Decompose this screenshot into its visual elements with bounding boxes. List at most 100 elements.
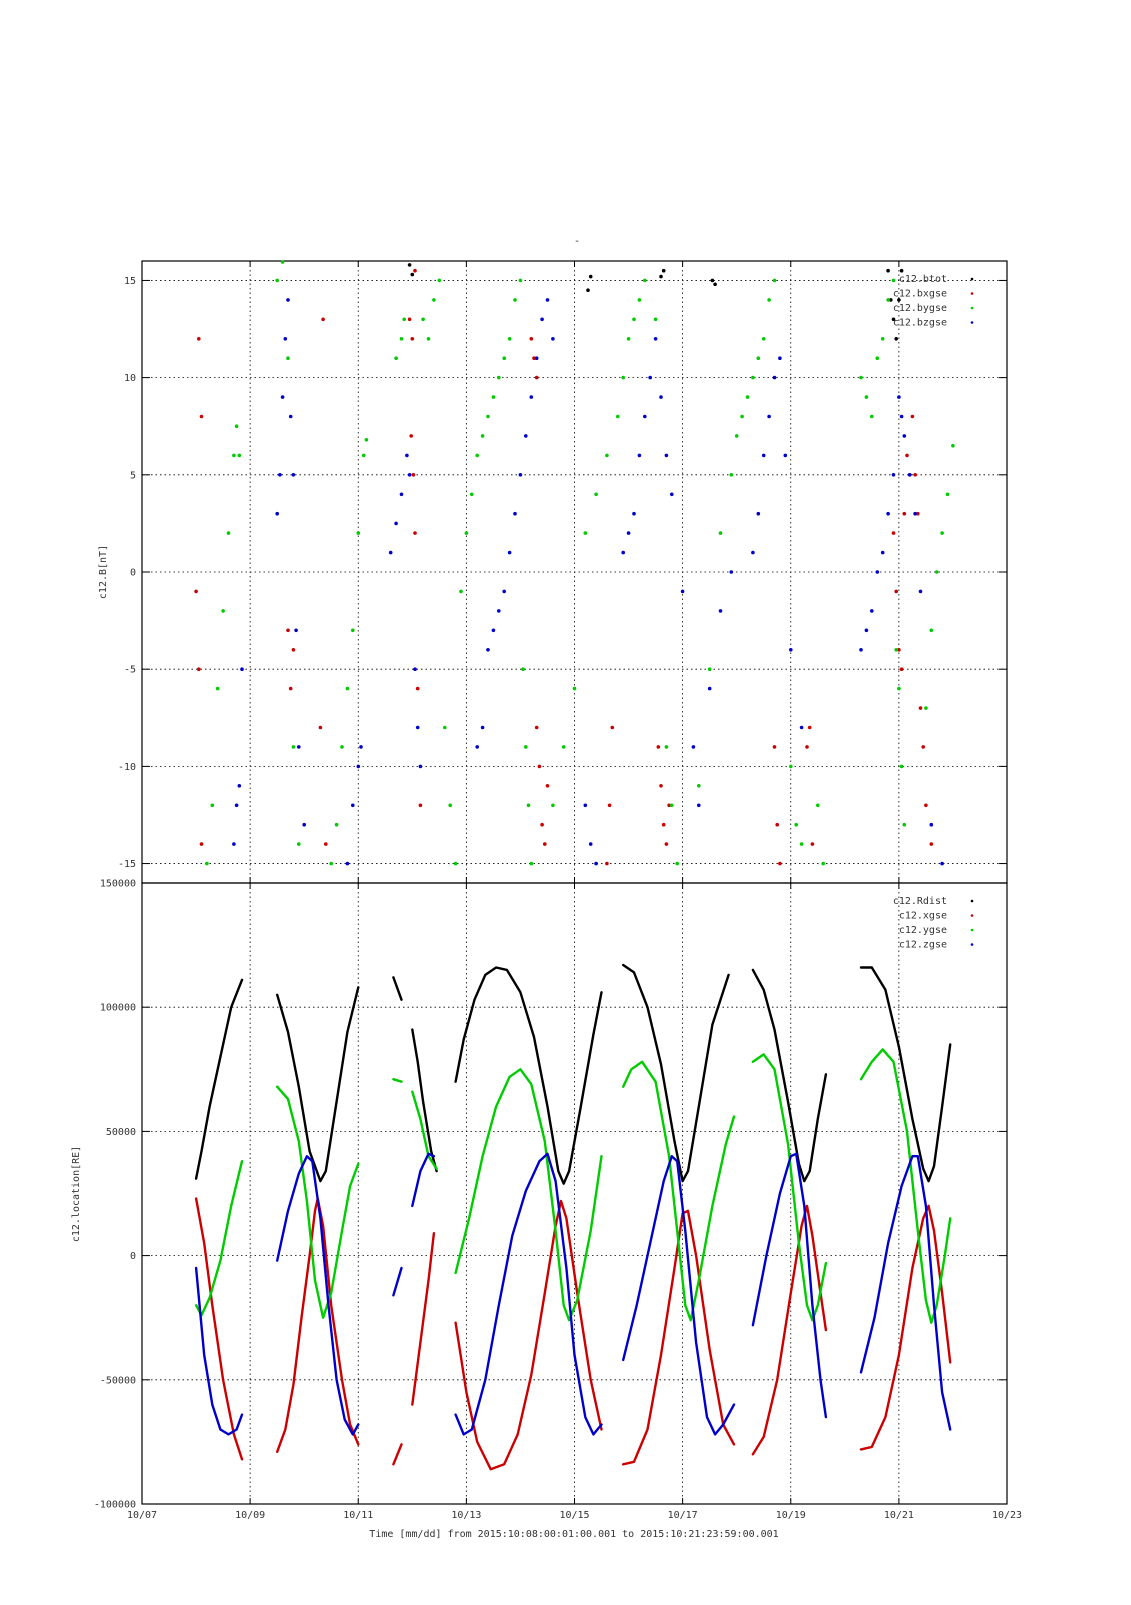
data-point [286, 356, 290, 361]
data-point [364, 438, 369, 442]
data-point [880, 550, 885, 555]
series-line-segment [622, 1155, 736, 1436]
data-point [864, 395, 869, 399]
data-point [756, 356, 761, 361]
data-point [470, 492, 474, 497]
data-point [545, 784, 550, 788]
data-point [670, 803, 674, 808]
data-point [407, 317, 412, 322]
data-point [924, 803, 928, 808]
data-point [234, 803, 239, 808]
data-point [594, 492, 598, 497]
data-point [789, 648, 793, 652]
data-point [210, 803, 215, 808]
data-point [607, 803, 612, 808]
data-point [891, 317, 896, 322]
data-point [334, 822, 339, 827]
data-point [291, 648, 296, 652]
data-point [194, 589, 198, 594]
data-point [697, 803, 701, 808]
data-point [524, 745, 528, 749]
data-point [278, 473, 282, 477]
data-point [691, 745, 696, 749]
data-point [234, 424, 239, 429]
data-point [321, 317, 325, 322]
data-point [394, 521, 398, 526]
data-point [707, 667, 712, 671]
data-point [859, 375, 863, 380]
data-point [540, 317, 544, 322]
data-point [491, 628, 496, 633]
data-point [886, 511, 890, 516]
data-point [497, 375, 501, 380]
y-tick-label: 5 [130, 470, 136, 481]
data-point [534, 375, 539, 380]
data-point [894, 648, 898, 652]
data-point [480, 434, 485, 438]
series-line-segment [454, 1152, 603, 1436]
data-point [388, 550, 393, 555]
x-tick-label: 10/19 [776, 1510, 806, 1521]
panel-1-y-axis: 15 10 5 0 -5 -10 -15 [118, 276, 1007, 870]
data-point [775, 822, 779, 827]
y-tick-label: -100000 [94, 1500, 136, 1511]
data-point [407, 473, 412, 477]
data-point [632, 511, 636, 516]
data-point [718, 609, 723, 613]
data-point [411, 473, 416, 477]
data-point [659, 274, 663, 279]
data-point [413, 667, 417, 671]
data-point [507, 337, 512, 341]
data-point [413, 531, 417, 535]
data-point [351, 628, 355, 633]
series-line-segment [276, 1197, 360, 1453]
data-point [870, 414, 874, 419]
series-line-segment [454, 1068, 603, 1322]
data-point [443, 725, 447, 730]
data-point [421, 317, 425, 322]
data-point [951, 443, 955, 448]
data-point [756, 511, 761, 516]
series-line-segment [392, 1443, 403, 1466]
data-point [415, 686, 420, 691]
data-point [275, 511, 280, 516]
series-line-segment [454, 1199, 603, 1471]
x-tick-label: 10/09 [235, 1510, 265, 1521]
series-line-segment [859, 966, 952, 1183]
panel-1-y-axis-label: c12.B[nT] [98, 545, 109, 599]
data-point [697, 784, 701, 788]
data-point [432, 298, 436, 302]
data-point [940, 861, 944, 866]
data-point [486, 414, 490, 419]
data-point [897, 686, 901, 691]
data-point [799, 842, 804, 846]
data-point [718, 531, 723, 535]
legend-marker [970, 292, 974, 295]
page-title-mark: - [574, 236, 580, 247]
data-point [899, 667, 904, 671]
data-point [405, 453, 409, 458]
series-line-segment [411, 1232, 436, 1406]
y-tick-label: 50000 [106, 1127, 136, 1138]
data-point [713, 282, 717, 287]
y-tick-label: -50000 [100, 1375, 136, 1386]
data-point [537, 764, 542, 769]
data-point [664, 453, 669, 458]
data-point [680, 589, 685, 594]
data-point [561, 745, 566, 749]
data-point [513, 298, 517, 302]
data-point [659, 395, 663, 399]
data-point [518, 473, 523, 477]
data-point [653, 317, 658, 322]
legend-marker [970, 321, 974, 324]
legend-marker [970, 277, 974, 281]
data-point [899, 268, 904, 273]
series-c12-btot [407, 263, 904, 341]
data-point [532, 356, 536, 361]
data-point [453, 861, 458, 866]
y-tick-label: -5 [124, 665, 136, 676]
data-point [418, 764, 423, 769]
x-tick-label: 10/11 [343, 1510, 373, 1521]
data-point [905, 453, 909, 458]
data-point [302, 822, 307, 827]
